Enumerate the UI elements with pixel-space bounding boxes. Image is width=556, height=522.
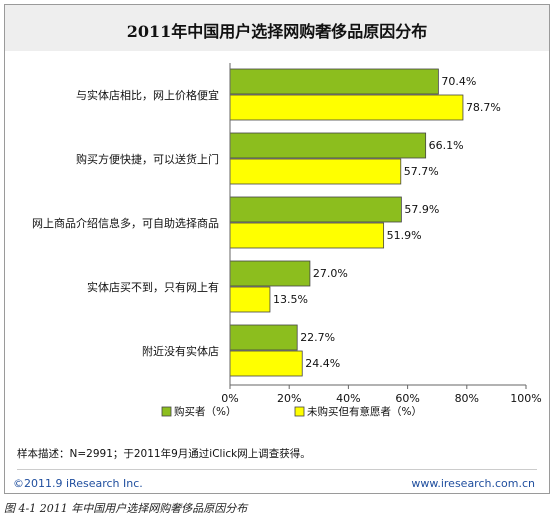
category-label: 实体店买不到，只有网上有: [87, 280, 219, 294]
bar-bought: [229, 68, 439, 95]
chart-frame: 2011年中国用户选择网购奢侈品原因分布 与实体店相比，网上价格便宜 70.4% 7…: [4, 4, 550, 494]
legend-label-bought: 购买者（%）: [174, 405, 236, 418]
bar-bought: [229, 324, 298, 351]
value-label: 57.7%: [404, 165, 439, 178]
bar-chart: 与实体店相比，网上价格便宜 70.4% 78.7% 购买方便快捷，可以送货上门 66.1…: [32, 63, 542, 418]
value-label: 24.4%: [305, 357, 340, 370]
category-label: 附近没有实体店: [142, 344, 219, 358]
x-tick-label: 40%: [336, 392, 360, 405]
value-label: 78.7%: [466, 101, 501, 114]
value-label: 57.9%: [404, 203, 439, 216]
value-label: 13.5%: [273, 293, 308, 306]
value-label: 27.0%: [313, 267, 348, 280]
category-label: 网上商品介绍信息多，可自助选择商品: [32, 216, 219, 230]
x-tick-label: 60%: [395, 392, 419, 405]
legend-swatch-not-bought: [294, 406, 305, 417]
category-label: 与实体店相比，网上价格便宜: [76, 88, 219, 102]
x-tick-label: 100%: [510, 392, 541, 405]
footer-divider: [17, 469, 537, 470]
category-label: 购买方便快捷，可以送货上门: [76, 152, 219, 166]
bar-not-bought: [229, 350, 303, 377]
bar-bought: [229, 196, 402, 223]
value-label: 22.7%: [300, 331, 335, 344]
chart-title: 2011年中国用户选择网购奢侈品原因分布: [126, 22, 428, 41]
title-band: 2011年中国用户选择网购奢侈品原因分布: [5, 5, 549, 51]
bar-not-bought: [229, 158, 402, 185]
figure-caption: 图 4-1 2011 年中国用户选择网购奢侈品原因分布: [4, 502, 248, 515]
bar-bought: [229, 260, 311, 287]
value-label: 51.9%: [387, 229, 422, 242]
sample-note: 样本描述：N=2991；于2011年9月通过iClick网上调查获得。: [17, 448, 311, 460]
bar-bought: [229, 132, 427, 159]
x-tick-label: 80%: [455, 392, 479, 405]
x-tick-label: 0%: [221, 392, 238, 405]
x-tick-label: 20%: [277, 392, 301, 405]
bar-not-bought: [229, 94, 464, 121]
value-label: 70.4%: [441, 75, 476, 88]
bar-not-bought: [229, 286, 271, 313]
value-label: 66.1%: [429, 139, 464, 152]
legend-label-not-bought: 未购买但有意愿者（%）: [307, 405, 422, 418]
legend-swatch-bought: [161, 406, 172, 417]
copyright-text: ©2011.9 iResearch Inc.: [13, 477, 143, 490]
website-link[interactable]: www.iresearch.com.cn: [411, 477, 535, 490]
bar-not-bought: [229, 222, 385, 249]
